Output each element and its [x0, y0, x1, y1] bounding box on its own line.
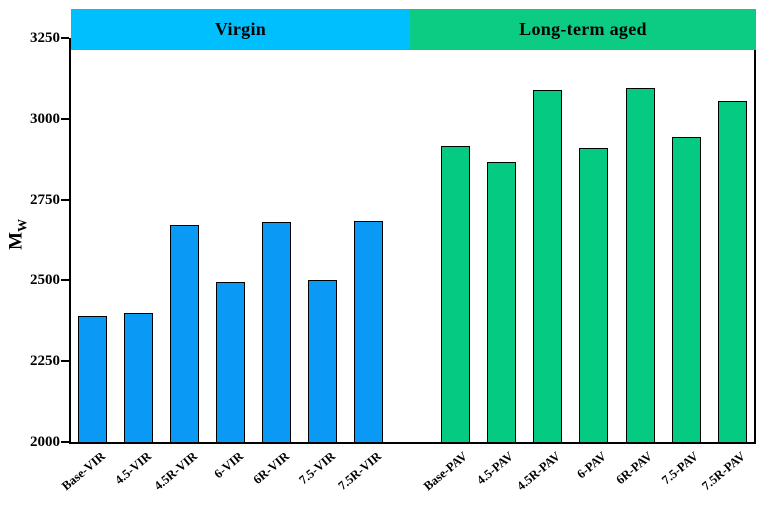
y-tick-mark: [61, 198, 69, 201]
x-tick-label-7.5-PAV: 7.5-PAV: [659, 449, 702, 488]
x-tick-label-4.5-VIR: 4.5-VIR: [111, 449, 154, 488]
x-tick-label-6-PAV: 6-PAV: [574, 449, 609, 482]
x-tick-label-6-VIR: 6-VIR: [210, 449, 246, 482]
x-tick-label-7.5R-VIR: 7.5R-VIR: [334, 449, 384, 493]
x-tick-label-Base-PAV: Base-PAV: [420, 449, 470, 494]
y-tick-mark: [61, 279, 69, 282]
y-tick-mark: [61, 441, 69, 443]
group-header-virgin: Virgin: [71, 9, 410, 50]
bar-6-PAV: [579, 147, 609, 442]
bar-4.5-VIR: [124, 312, 153, 442]
x-tick-label-4.5R-VIR: 4.5R-VIR: [150, 449, 200, 493]
bar-4.5R-VIR: [170, 225, 199, 442]
y-tick-mark: [61, 37, 69, 39]
y-axis-title-base: M: [5, 231, 27, 250]
y-tick-label-3250: 3250: [30, 30, 60, 46]
x-tick-label-7.5-VIR: 7.5-VIR: [295, 449, 338, 488]
bar-4.5R-PAV: [533, 89, 562, 442]
x-tick-label-6R-PAV: 6R-PAV: [613, 449, 655, 488]
y-axis-title-subscript: W: [14, 218, 30, 232]
bar-7.5-VIR: [308, 280, 337, 442]
bar-Base-PAV: [440, 146, 470, 442]
x-tick-label-6R-VIR: 6R-VIR: [250, 449, 292, 487]
x-tick-label-4.5R-PAV: 4.5R-PAV: [513, 449, 563, 494]
plot-area: [69, 38, 756, 444]
bar-6R-PAV: [625, 88, 655, 442]
bar-6-VIR: [216, 282, 245, 442]
x-tick-label-Base-VIR: Base-VIR: [58, 449, 108, 494]
group-header-long-term-aged: Long-term aged: [410, 9, 756, 50]
y-axis-title: MW: [6, 210, 31, 258]
group-header-long-term-aged-label: Long-term aged: [519, 19, 647, 39]
y-tick-label-2000: 2000: [30, 434, 60, 450]
x-tick-label-4.5-PAV: 4.5-PAV: [474, 449, 517, 488]
y-tick-label-2250: 2250: [30, 353, 60, 370]
bar-4.5-PAV: [486, 162, 516, 442]
bar-7.5R-PAV: [718, 101, 747, 442]
bar-Base-VIR: [78, 315, 107, 442]
y-tick-label-2500: 2500: [30, 272, 60, 289]
y-tick-mark: [61, 117, 69, 120]
group-header-virgin-label: Virgin: [214, 19, 267, 39]
x-tick-label-7.5R-PAV: 7.5R-PAV: [698, 449, 748, 494]
bar-7.5R-VIR: [354, 220, 383, 442]
bar-6R-VIR: [262, 222, 291, 442]
y-tick-mark: [61, 360, 69, 363]
bar-7.5-PAV: [671, 136, 701, 442]
y-tick-label-2750: 2750: [30, 191, 60, 208]
y-tick-label-3000: 3000: [30, 110, 60, 127]
